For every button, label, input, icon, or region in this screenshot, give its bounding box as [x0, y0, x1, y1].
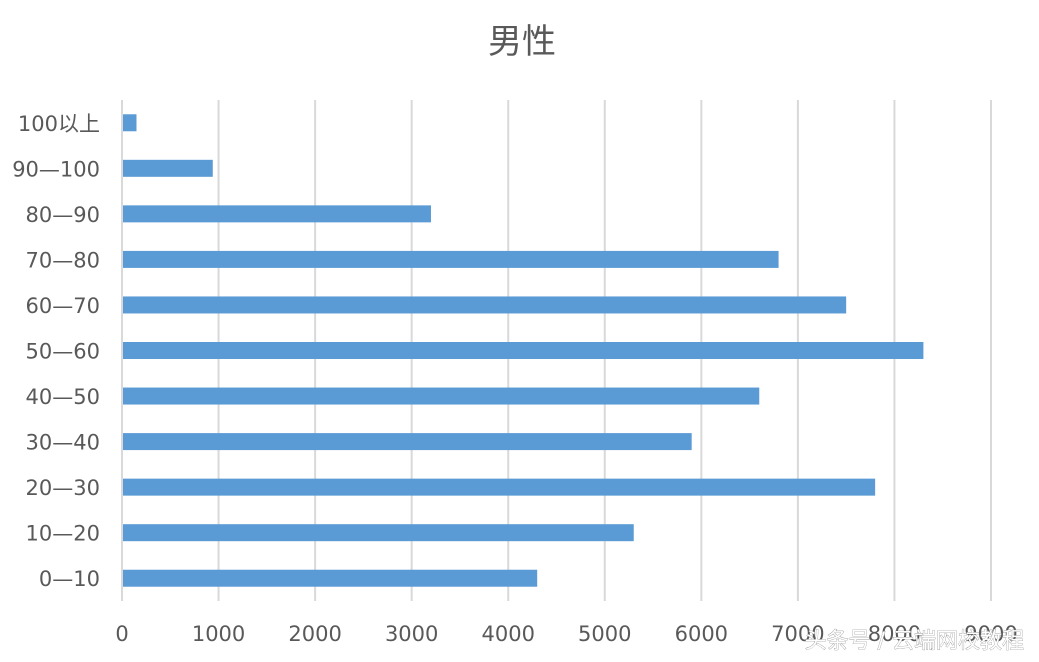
y-tick-labels: 0—10 10—20 20—30 30—40 40—50 50—60 60—70 70—80 8… — [12, 112, 100, 591]
y-tick-label: 60—70 — [26, 294, 100, 318]
y-tick-label: 50—60 — [26, 340, 100, 364]
y-tick-label: 0—10 — [39, 567, 100, 591]
x-tick-label: 5000 — [578, 622, 631, 646]
bar — [123, 342, 924, 359]
x-tick-label: 3000 — [385, 622, 438, 646]
x-tick-label: 2000 — [288, 622, 341, 646]
y-tick-label: 80—90 — [26, 203, 100, 227]
x-tick-label: 9000 — [964, 622, 1017, 646]
bar — [123, 114, 137, 132]
bar — [123, 478, 876, 496]
bar — [123, 433, 692, 451]
y-tick-label: 90—100 — [12, 157, 100, 181]
x-tick-label: 4000 — [481, 622, 534, 646]
x-tick-label: 0 — [115, 622, 128, 646]
y-tick-label: 100以上 — [18, 112, 100, 136]
watermark-text: 头条号 / 云端网校教程 — [805, 629, 1024, 654]
bar — [123, 569, 538, 587]
chart-title: 男性 — [488, 22, 556, 62]
y-tick-label: 70—80 — [26, 248, 100, 272]
x-tick-labels: 0 1000 2000 3000 4000 5000 6000 7000 8000 9000 — [115, 622, 1017, 646]
y-tick-label: 10—20 — [26, 522, 100, 546]
x-tick-label: 6000 — [675, 622, 728, 646]
y-tick-label: 20—30 — [26, 476, 100, 500]
y-tick-label: 30—40 — [26, 431, 100, 455]
x-tick-label: 1000 — [192, 622, 245, 646]
y-tick-label: 40—50 — [26, 385, 100, 409]
bar — [123, 250, 779, 268]
bar — [123, 205, 431, 223]
x-tick-label: 7000 — [771, 622, 824, 646]
bar — [123, 296, 847, 314]
bar — [123, 387, 760, 405]
x-tick-label: 8000 — [868, 622, 921, 646]
bars — [123, 114, 924, 587]
bar — [123, 159, 213, 177]
bar — [123, 524, 634, 542]
